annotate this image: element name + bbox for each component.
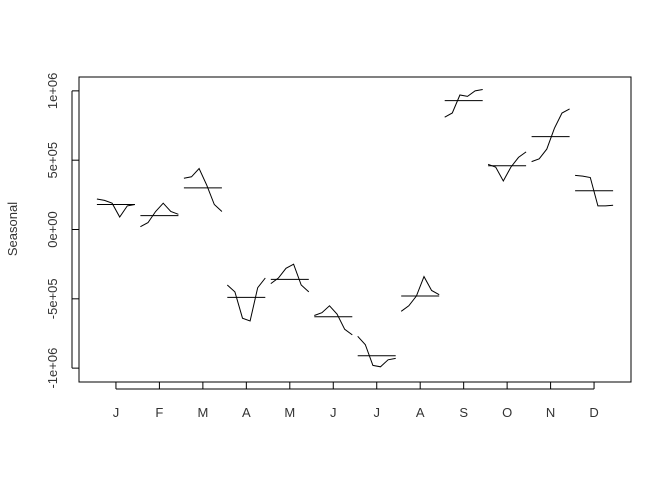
subseries-line-10	[487, 151, 527, 183]
x-tick-label-6: J	[330, 405, 337, 420]
x-tick-label-4: A	[242, 405, 251, 420]
x-tick-label-7: J	[373, 405, 380, 420]
subseries-line-3	[183, 167, 223, 212]
y-tick-label-4: 5e+05	[45, 142, 60, 179]
y-axis-label: Seasonal	[5, 202, 20, 256]
subseries-line-8	[400, 275, 440, 312]
y-tick-label-2: -5e+05	[45, 278, 60, 319]
subseries-line-1	[96, 198, 135, 218]
x-tick-label-12: D	[589, 405, 598, 420]
x-tick-label-3: M	[197, 405, 208, 420]
x-tick-label-11: N	[546, 405, 555, 420]
x-tick-label-1: J	[113, 405, 120, 420]
x-tick-label-2: F	[155, 405, 163, 420]
chart-marks	[96, 89, 614, 368]
chart-axes: J F M A M J J A S O N D -1e+06 -5e+05 0e+00 5e+05 1e+06	[45, 73, 599, 420]
subseries-line-11	[531, 108, 570, 163]
x-tick-label-5: M	[284, 405, 295, 420]
subseries-line-7	[357, 335, 396, 368]
subseries-line-4	[226, 277, 266, 322]
y-tick-label-5: 1e+06	[45, 73, 60, 110]
y-tick-label-1: -1e+06	[45, 348, 60, 389]
subseries-line-6	[314, 305, 353, 336]
subseries-line-9	[444, 89, 483, 118]
plot-frame	[78, 76, 632, 383]
subseries-line-12	[575, 174, 614, 207]
y-tick-label-3: 0e+00	[45, 211, 60, 248]
subseries-line-5	[270, 263, 310, 293]
x-tick-label-10: O	[502, 405, 512, 420]
subseries-line-2	[140, 202, 179, 228]
x-tick-label-8: A	[416, 405, 425, 420]
x-tick-label-9: S	[459, 405, 468, 420]
